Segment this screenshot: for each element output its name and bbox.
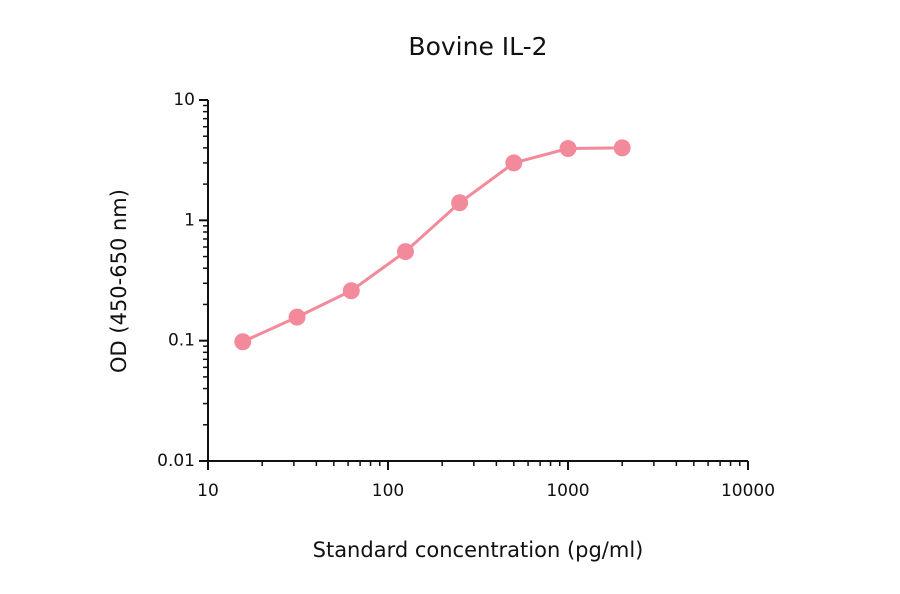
x-axis-label: Standard concentration (pg/ml) <box>313 538 644 562</box>
y-tick-label: 10 <box>173 90 195 110</box>
data-point <box>505 154 523 172</box>
x-tick-label: 10000 <box>721 481 775 501</box>
data-point <box>396 243 414 261</box>
x-tick-label: 1000 <box>546 481 589 501</box>
x-tick-label: 10 <box>197 481 219 501</box>
y-tick-label: 0.01 <box>157 451 195 471</box>
data-point <box>342 282 360 300</box>
y-axis-label: OD (450-650 nm) <box>107 189 131 373</box>
data-point <box>288 308 306 326</box>
y-tick-label: 1 <box>184 210 195 230</box>
series-line <box>242 146 623 344</box>
data-point <box>234 333 252 351</box>
chart-title: Bovine IL-2 <box>408 32 547 61</box>
y-tick-label: 0.1 <box>168 331 195 351</box>
x-tick-label: 100 <box>372 481 404 501</box>
data-point <box>559 140 577 158</box>
data-point <box>613 139 631 157</box>
data-point <box>451 194 469 212</box>
